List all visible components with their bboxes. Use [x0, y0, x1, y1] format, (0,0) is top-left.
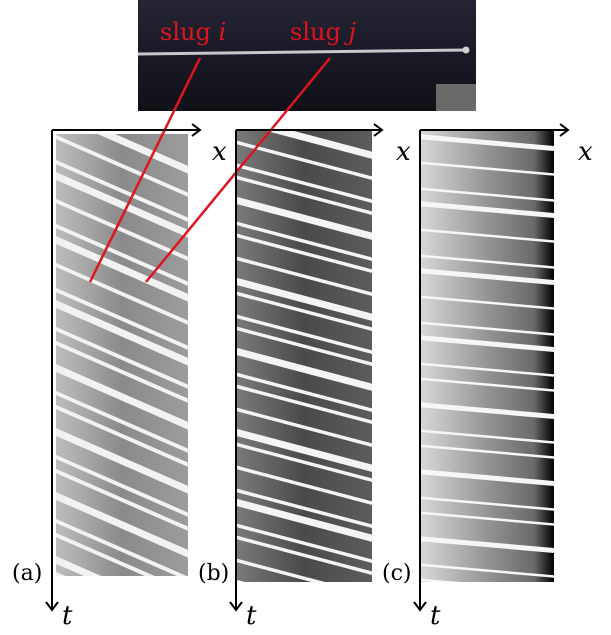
- slug-trajectory: [56, 428, 188, 494]
- slug-trajectory: [420, 362, 554, 377]
- slug-trajectory: [236, 498, 372, 542]
- slug-trajectory: [420, 578, 461, 582]
- slug-trajectory: [420, 201, 554, 218]
- slug-trajectory: [236, 558, 326, 582]
- slug-trajectory: [56, 404, 188, 467]
- slug-trajectory: [56, 262, 188, 325]
- slug-trajectory: [56, 300, 188, 366]
- slug-trajectory: [420, 469, 554, 486]
- slug-trajectory: [420, 134, 554, 151]
- slug-trajectory: [236, 277, 372, 321]
- panel-a-axes: [45, 123, 202, 612]
- slug-trajectory: [56, 364, 188, 430]
- reservoir: [436, 84, 476, 111]
- slug-trajectory: [420, 377, 554, 392]
- panel-c-x-label: x: [578, 137, 593, 167]
- slug-trajectory: [420, 536, 554, 553]
- slug-i-pointer: [88, 57, 202, 283]
- slug-trajectory: [420, 321, 554, 336]
- slug-trajectory: [420, 429, 554, 444]
- slug-trajectory: [56, 390, 188, 453]
- panel-b-image: [236, 130, 372, 582]
- slug-trajectory: [236, 221, 372, 262]
- slug-trajectory: [56, 198, 188, 261]
- slug-trajectory: [56, 532, 155, 576]
- slug-trajectory: [420, 295, 554, 310]
- slug-trajectory: [56, 172, 188, 238]
- slug-trajectory: [56, 454, 188, 517]
- panel-c-label: (c): [382, 561, 412, 586]
- slug-trajectory: [420, 511, 554, 526]
- slug-trajectory: [236, 196, 372, 240]
- slug-trajectory: [56, 556, 102, 576]
- slug-j-label: slug j: [290, 18, 356, 46]
- panel-b-label: (b): [198, 561, 229, 586]
- slug-trajectory: [236, 372, 372, 413]
- slug-trajectory: [236, 175, 372, 216]
- slug-trajectory: [236, 347, 372, 391]
- slug-trajectory: [236, 407, 372, 448]
- panel-a-label: (a): [12, 561, 42, 586]
- slug-trajectory: [56, 223, 188, 286]
- slug-trajectory: [236, 535, 372, 576]
- capillary-photo: slug i slug j: [137, 0, 476, 111]
- slug-trajectory: [56, 340, 188, 403]
- slug-trajectory: [56, 236, 188, 302]
- slug-j-pointer: [145, 57, 331, 283]
- slug-trajectory: [236, 326, 372, 367]
- capillary-tube: [137, 48, 467, 56]
- slug-trajectory: [420, 228, 554, 243]
- slug-trajectory: [56, 159, 188, 222]
- slug-trajectory: [420, 161, 554, 176]
- panel-a-x-label: x: [212, 137, 227, 167]
- panel-b-axes: [229, 123, 384, 612]
- panel-c-image: [420, 130, 554, 582]
- slug-trajectory: [236, 314, 372, 355]
- photo-background: [138, 0, 476, 111]
- slug-trajectory: [420, 402, 554, 419]
- panel-c-t-label: t: [430, 601, 441, 631]
- tube-tip: [462, 46, 470, 54]
- panel-c-axes: [413, 123, 570, 612]
- slug-trajectory: [420, 563, 554, 578]
- slug-trajectory: [236, 442, 372, 483]
- slug-trajectory: [56, 326, 188, 389]
- panel-b-t-label: t: [246, 601, 257, 631]
- slug-trajectory: [262, 130, 372, 159]
- slug-trajectory: [236, 488, 372, 529]
- slug-trajectory: [56, 287, 188, 350]
- slug-trajectory: [56, 468, 188, 531]
- slug-trajectory: [420, 335, 554, 352]
- slug-trajectory: [420, 268, 554, 285]
- slug-trajectory: [420, 187, 554, 202]
- panel-a-t-label: t: [62, 601, 73, 631]
- slug-trajectory: [56, 492, 188, 558]
- slug-i-label: slug i: [160, 18, 226, 46]
- slug-trajectory: [236, 465, 372, 506]
- slug-trajectory: [236, 428, 372, 472]
- panel-a-image: [56, 134, 188, 576]
- slug-trajectory: [236, 163, 372, 204]
- slug-trajectory: [236, 291, 372, 332]
- slug-trajectory: [56, 518, 187, 576]
- panel-b-x-label: x: [396, 137, 411, 167]
- slug-trajectory: [236, 233, 372, 274]
- slug-trajectory: [236, 384, 372, 425]
- slug-trajectory: [236, 140, 372, 181]
- slug-trajectory: [420, 444, 554, 459]
- slug-trajectory: [420, 496, 554, 511]
- slug-trajectory: [420, 254, 554, 269]
- slug-trajectory: [97, 134, 188, 174]
- slug-trajectory: [236, 256, 372, 297]
- slug-trajectory: [236, 523, 372, 564]
- slug-trajectory: [56, 134, 188, 197]
